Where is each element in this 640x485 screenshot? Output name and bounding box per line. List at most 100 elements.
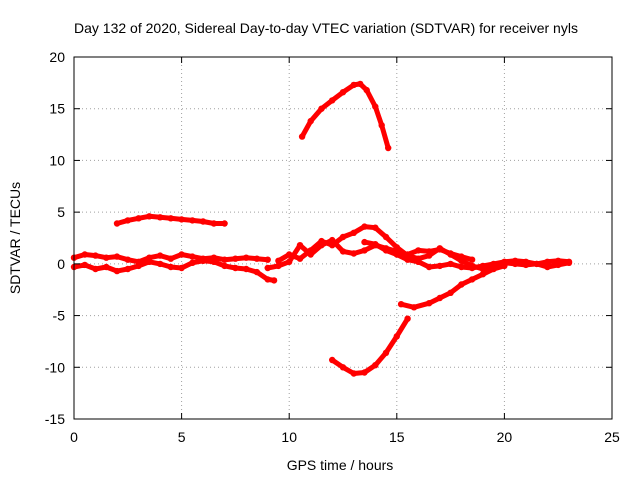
data-point	[425, 300, 433, 307]
data-point	[372, 362, 379, 369]
data-point	[264, 276, 271, 283]
data-point	[329, 97, 336, 104]
data-point	[210, 258, 218, 265]
data-point	[468, 256, 476, 263]
data-point	[447, 260, 454, 268]
data-point	[447, 289, 454, 296]
data-point	[533, 260, 540, 268]
x-tick-label: 5	[178, 429, 186, 445]
data-point	[425, 263, 433, 271]
data-point	[404, 256, 411, 263]
data-point	[167, 263, 174, 271]
series-trace	[275, 224, 572, 272]
data-point	[329, 356, 336, 364]
chart-title: Day 132 of 2020, Sidereal Day-to-day VTE…	[74, 20, 578, 36]
data-point	[178, 216, 185, 223]
data-point	[372, 103, 379, 110]
data-point	[124, 256, 131, 263]
data-point	[350, 250, 357, 257]
data-point	[264, 264, 271, 272]
data-point	[124, 265, 131, 273]
data-point	[512, 257, 519, 264]
series-layer	[70, 80, 573, 377]
y-tick-label: -15	[45, 411, 65, 427]
data-point	[253, 268, 261, 276]
data-point	[167, 255, 174, 262]
data-point	[189, 259, 196, 266]
data-point	[393, 333, 400, 340]
data-point	[425, 252, 433, 259]
data-point	[479, 262, 487, 270]
data-point	[275, 262, 282, 270]
data-point	[113, 267, 121, 275]
x-tick-label: 0	[70, 429, 78, 445]
data-point	[372, 224, 379, 231]
y-tick-label: 5	[57, 204, 65, 220]
data-point	[286, 258, 293, 265]
data-point	[221, 220, 228, 227]
data-point	[92, 265, 99, 273]
data-point	[167, 215, 174, 222]
data-point	[339, 233, 347, 241]
data-point	[372, 241, 379, 248]
y-tick-label: 15	[49, 101, 65, 117]
data-point	[436, 245, 443, 252]
data-point	[397, 301, 405, 308]
data-point	[146, 258, 153, 265]
data-point	[178, 251, 185, 258]
data-point	[243, 265, 250, 273]
data-point	[410, 304, 418, 311]
data-point	[135, 262, 142, 270]
series-high-arc	[298, 80, 392, 152]
data-point	[382, 233, 390, 241]
y-tick-label: 0	[57, 256, 65, 272]
data-point	[350, 81, 357, 89]
data-point	[199, 257, 207, 264]
data-point	[113, 220, 121, 227]
data-point	[363, 86, 370, 94]
data-point	[361, 238, 368, 246]
series-low-arc	[329, 315, 411, 377]
data-point	[124, 217, 131, 224]
data-point	[565, 259, 573, 266]
data-point	[415, 258, 422, 265]
data-point	[81, 261, 89, 269]
data-point	[318, 237, 325, 245]
data-point	[329, 242, 336, 249]
data-point	[382, 247, 390, 254]
data-point	[298, 133, 306, 140]
grid-layer	[74, 57, 612, 419]
data-point	[146, 213, 153, 220]
data-point	[103, 254, 110, 261]
data-point	[232, 255, 239, 262]
data-point	[253, 255, 261, 262]
series-band-2	[70, 257, 278, 284]
y-tick-label: 10	[49, 152, 65, 168]
data-point	[243, 254, 250, 261]
data-point	[296, 242, 304, 249]
data-point	[296, 255, 304, 262]
data-point	[361, 369, 368, 376]
data-point	[447, 251, 454, 258]
data-point	[393, 251, 400, 258]
data-point	[156, 252, 164, 259]
data-point	[544, 263, 551, 271]
data-point	[522, 258, 530, 265]
data-point	[479, 271, 487, 278]
data-point	[393, 244, 400, 251]
data-point	[544, 258, 551, 265]
data-point	[103, 263, 110, 271]
x-axis-label: GPS time / hours	[287, 457, 394, 473]
data-point	[275, 257, 282, 264]
data-point	[458, 281, 465, 288]
data-point	[361, 247, 368, 254]
data-point	[339, 89, 347, 96]
data-point	[264, 256, 271, 263]
series-early-plateau	[113, 213, 228, 227]
y-tick-label: 20	[49, 49, 65, 65]
data-point	[378, 122, 385, 129]
tick-layer	[73, 56, 613, 420]
data-point	[357, 80, 364, 88]
y-tick-label: -5	[53, 308, 66, 324]
data-point	[501, 258, 508, 265]
